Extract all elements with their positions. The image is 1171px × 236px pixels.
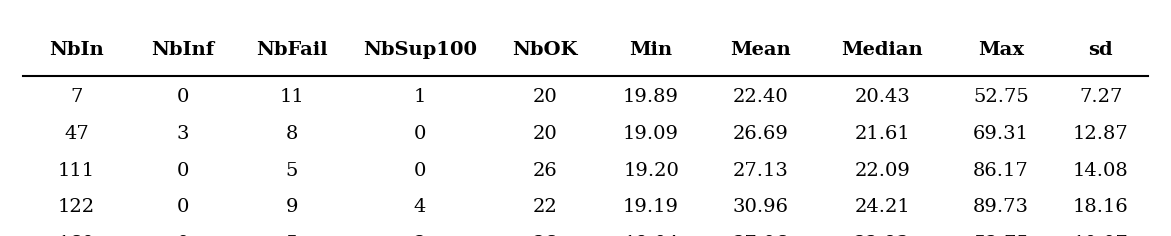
Text: 122: 122	[57, 198, 95, 216]
Text: 26: 26	[533, 235, 557, 236]
Text: NbIn: NbIn	[49, 41, 104, 59]
Text: 22.40: 22.40	[733, 88, 788, 106]
Text: 22.93: 22.93	[854, 235, 910, 236]
Text: 27.06: 27.06	[733, 235, 788, 236]
Text: 5: 5	[286, 235, 299, 236]
Text: 0: 0	[177, 198, 189, 216]
Text: 52.75: 52.75	[973, 88, 1028, 106]
Text: 20: 20	[533, 125, 557, 143]
Text: 10.07: 10.07	[1073, 235, 1129, 236]
Text: 12.87: 12.87	[1073, 125, 1129, 143]
Text: 0: 0	[177, 162, 189, 180]
Text: 19.09: 19.09	[623, 125, 679, 143]
Text: 22: 22	[533, 198, 557, 216]
Text: 0: 0	[413, 125, 426, 143]
Text: 1: 1	[413, 88, 426, 106]
Text: 22.09: 22.09	[854, 162, 910, 180]
Text: NbOK: NbOK	[512, 41, 577, 59]
Text: 111: 111	[57, 162, 95, 180]
Text: 27.13: 27.13	[732, 162, 788, 180]
Text: Mean: Mean	[730, 41, 790, 59]
Text: 4: 4	[413, 198, 426, 216]
Text: 47: 47	[64, 125, 89, 143]
Text: 26.69: 26.69	[732, 125, 788, 143]
Text: 11: 11	[280, 88, 304, 106]
Text: 19.19: 19.19	[623, 198, 679, 216]
Text: 7.27: 7.27	[1078, 88, 1123, 106]
Text: NbInf: NbInf	[151, 41, 214, 59]
Text: 5: 5	[286, 162, 299, 180]
Text: 86.17: 86.17	[973, 162, 1028, 180]
Text: 19.89: 19.89	[623, 88, 679, 106]
Text: 21.61: 21.61	[855, 125, 910, 143]
Text: 7: 7	[70, 88, 83, 106]
Text: Max: Max	[978, 41, 1023, 59]
Text: sd: sd	[1088, 41, 1114, 59]
Text: 19.04: 19.04	[623, 235, 679, 236]
Text: 69.31: 69.31	[973, 125, 1029, 143]
Text: NbFail: NbFail	[256, 41, 328, 59]
Text: NbSup100: NbSup100	[363, 41, 477, 59]
Text: 8: 8	[286, 125, 299, 143]
Text: 18.16: 18.16	[1073, 198, 1129, 216]
Text: 19.20: 19.20	[623, 162, 679, 180]
Text: 26: 26	[533, 162, 557, 180]
Text: 160: 160	[57, 235, 95, 236]
Text: Min: Min	[630, 41, 672, 59]
Text: 0: 0	[177, 88, 189, 106]
Text: Median: Median	[841, 41, 923, 59]
Text: 0: 0	[177, 235, 189, 236]
Text: 20: 20	[533, 88, 557, 106]
Text: 89.73: 89.73	[973, 198, 1029, 216]
Text: 9: 9	[286, 198, 299, 216]
Text: 24.21: 24.21	[855, 198, 910, 216]
Text: 30.96: 30.96	[732, 198, 788, 216]
Text: 20.43: 20.43	[854, 88, 910, 106]
Text: 3: 3	[177, 125, 189, 143]
Text: 0: 0	[413, 162, 426, 180]
Text: 52.75: 52.75	[973, 235, 1028, 236]
Text: 14.08: 14.08	[1073, 162, 1129, 180]
Text: 2: 2	[413, 235, 426, 236]
